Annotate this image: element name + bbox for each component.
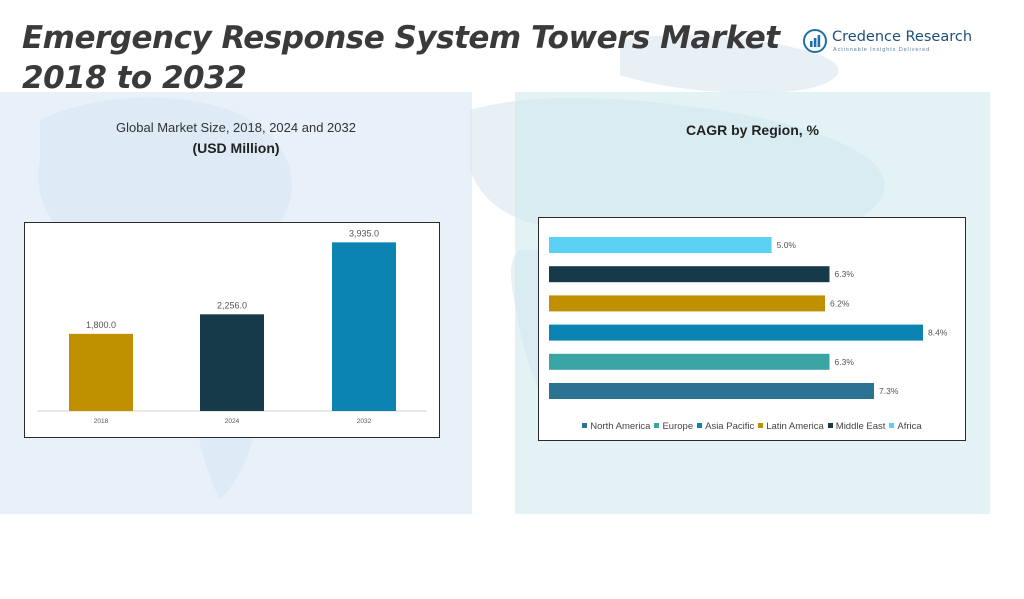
legend-swatch-africa — [889, 423, 895, 428]
data-label-2024: 2,256.0 — [217, 300, 247, 310]
bar-north-america — [549, 383, 875, 399]
bar-europe — [549, 353, 830, 370]
market-size-title: (USD Million) — [192, 140, 280, 156]
bar-latin-america — [549, 295, 826, 312]
page-title: Emergency Response System Towers Market … — [22, 18, 780, 98]
legend-label-asia-pacific: Asia Pacific — [705, 421, 755, 432]
legend-swatch-asia-pacific — [697, 423, 703, 428]
bar-2018 — [69, 333, 133, 411]
page-title-line-1: Emergency Response System Towers Market — [22, 20, 780, 56]
cagr-chart-frame: 5.0% 6.3% 6.2% 8.4% 6.3% 7.3% North America Eu… — [538, 217, 966, 441]
legend-label-africa: Africa — [897, 421, 922, 432]
market-size-panel: Global Market Size, 2018, 2024 and 2032 … — [0, 92, 472, 514]
bar-africa — [549, 237, 772, 253]
legend-swatch-north-america — [582, 423, 588, 428]
cagr-title: CAGR by Region, % — [685, 122, 819, 138]
tick-label-2032: 2032 — [357, 418, 372, 425]
legend-item-latin-america: Latin America — [758, 421, 824, 432]
data-label-africa: 5.0% — [777, 240, 797, 250]
bar-2032 — [332, 242, 396, 411]
market-size-subtitle: Global Market Size, 2018, 2024 and 2032 — [116, 120, 356, 135]
bar-asia-pacific — [549, 324, 923, 341]
data-label-2032: 3,935.0 — [349, 228, 379, 238]
legend-item-europe: Europe — [654, 421, 693, 432]
legend-item-africa: Africa — [889, 421, 922, 432]
tick-label-2018: 2018 — [94, 418, 109, 425]
tick-label-2024: 2024 — [225, 418, 240, 425]
legend-label-middle-east: Middle East — [835, 421, 886, 432]
bar-chart-logo-icon — [803, 29, 827, 53]
data-label-europe: 6.3% — [835, 357, 855, 367]
legend-item-asia-pacific: Asia Pacific — [697, 421, 754, 432]
bar-middle-east — [549, 266, 830, 283]
cagr-panel: CAGR by Region, % 5.0% 6.3% 6.2% 8.4% 6.3% 7.… — [515, 92, 990, 514]
data-label-latin-america: 6.2% — [830, 298, 850, 308]
page-title-line-2: 2018 to 2032 — [22, 60, 247, 96]
legend-item-middle-east: Middle East — [827, 421, 886, 432]
data-label-asia-pacific: 8.4% — [928, 328, 948, 338]
data-label-2018: 1,800.0 — [86, 320, 116, 330]
brand-tagline: Actionable Insights Delivered — [833, 47, 931, 53]
cagr-legend: North America Europe Asia Pacific Latin Ame… — [539, 421, 965, 432]
data-label-middle-east: 6.3% — [835, 269, 855, 279]
legend-swatch-latin-america — [758, 423, 764, 428]
market-size-chart-frame: 1,800.0 2018 2,256.0 2024 3,935.0 2032 — [24, 222, 440, 438]
market-size-bar-chart: 1,800.0 2018 2,256.0 2024 3,935.0 2032 — [37, 228, 427, 425]
legend-label-latin-america: Latin America — [766, 421, 824, 432]
legend-label-europe: Europe — [662, 421, 694, 432]
legend-item-north-america: North America — [582, 421, 650, 432]
legend-swatch-middle-east — [827, 423, 833, 428]
brand-name: Credence Research — [832, 29, 973, 45]
bar-2024 — [200, 314, 264, 411]
cagr-bar-chart: 5.0% 6.3% 6.2% 8.4% 6.3% 7.3% — [549, 237, 948, 399]
data-label-north-america: 7.3% — [879, 386, 899, 396]
legend-swatch-europe — [654, 423, 660, 428]
legend-label-north-america: North America — [590, 421, 651, 432]
